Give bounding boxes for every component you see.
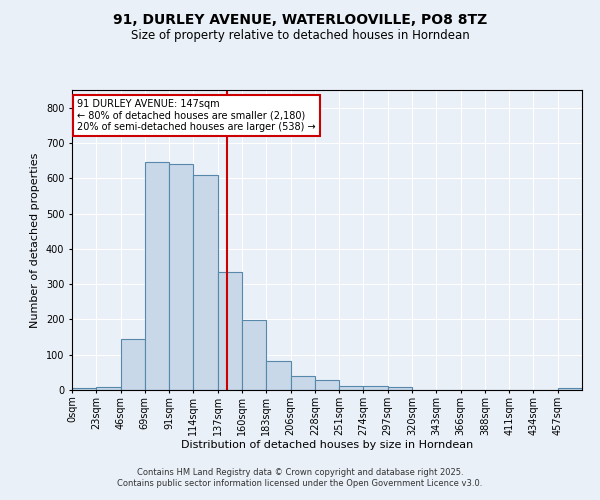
Bar <box>290 376 315 390</box>
Bar <box>218 272 242 390</box>
Bar <box>145 162 169 390</box>
Bar <box>266 361 290 390</box>
Bar <box>121 339 145 390</box>
Bar <box>72 388 96 390</box>
Text: 91 DURLEY AVENUE: 147sqm
← 80% of detached houses are smaller (2,180)
20% of sem: 91 DURLEY AVENUE: 147sqm ← 80% of detach… <box>77 99 316 132</box>
Text: Contains HM Land Registry data © Crown copyright and database right 2025.
Contai: Contains HM Land Registry data © Crown c… <box>118 468 482 487</box>
Bar <box>558 388 582 390</box>
Bar <box>96 387 121 390</box>
Bar <box>315 380 339 390</box>
Bar <box>339 386 364 390</box>
Text: 91, DURLEY AVENUE, WATERLOOVILLE, PO8 8TZ: 91, DURLEY AVENUE, WATERLOOVILLE, PO8 8T… <box>113 14 487 28</box>
Bar <box>193 174 218 390</box>
Bar <box>388 387 412 390</box>
Bar <box>242 320 266 390</box>
Text: Size of property relative to detached houses in Horndean: Size of property relative to detached ho… <box>131 30 469 43</box>
Y-axis label: Number of detached properties: Number of detached properties <box>31 152 40 328</box>
X-axis label: Distribution of detached houses by size in Horndean: Distribution of detached houses by size … <box>181 440 473 450</box>
Bar <box>169 164 193 390</box>
Bar <box>364 386 388 390</box>
